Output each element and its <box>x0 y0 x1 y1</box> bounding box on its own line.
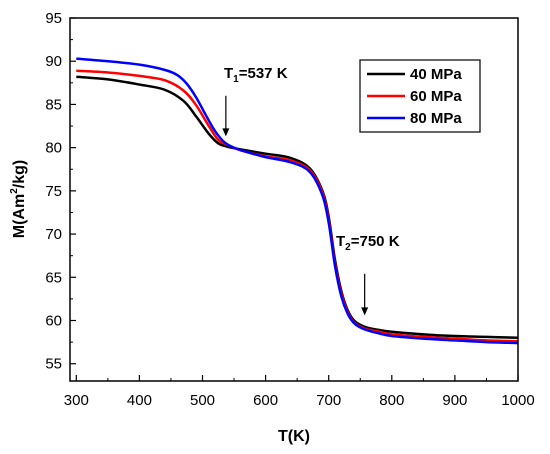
y-tick-label: 75 <box>45 183 62 200</box>
x-tick-label: 600 <box>253 392 278 409</box>
y-tick-label: 70 <box>45 226 62 243</box>
annotations: T1=537 K T2=750 K <box>222 65 400 316</box>
y-tick-label: 95 <box>45 10 62 27</box>
series-layer <box>76 57 519 345</box>
series-line-3 <box>76 57 519 345</box>
x-axis-title: T(K) <box>278 428 310 445</box>
x-tick-label: 900 <box>442 392 467 409</box>
legend-label-1: 40 MPa <box>410 66 462 83</box>
annotation-arrowhead-2 <box>361 307 369 316</box>
x-tick-label: 800 <box>379 392 404 409</box>
annotation-arrowhead-1 <box>222 128 230 137</box>
y-axis-title-end: /kg) <box>11 160 28 188</box>
y-tick-label: 80 <box>45 140 62 157</box>
legend-label-3: 80 MPa <box>410 110 462 127</box>
legend: 40 MPa 60 MPa 80 MPa <box>359 59 481 133</box>
x-tick-label: 300 <box>64 392 89 409</box>
y-tick-label: 85 <box>45 96 62 113</box>
y-tick-label: 65 <box>45 269 62 286</box>
x-tick-label: 700 <box>316 392 341 409</box>
y-axis-title: M(Am2/kg) <box>9 160 28 238</box>
x-tick-label: 400 <box>127 392 152 409</box>
x-tick-label: 500 <box>190 392 215 409</box>
y-tick-label: 55 <box>45 356 62 373</box>
y-tick-label: 90 <box>45 53 62 70</box>
plot-frame <box>69 17 519 382</box>
x-tick-label: 1000 <box>501 392 534 409</box>
y-axis-title-main: M(Am <box>11 194 28 238</box>
annotation-label-2: T2=750 K <box>336 233 400 253</box>
axis-ticks: 300 400 500 600 700 800 900 1000 55 60 65 70 75 80 85 9… <box>45 10 534 409</box>
legend-label-2: 60 MPa <box>410 88 462 105</box>
y-tick-label: 60 <box>45 313 62 330</box>
y-axis-title-sup: 2 <box>9 188 20 194</box>
annotation-label-1: T1=537 K <box>224 65 288 85</box>
